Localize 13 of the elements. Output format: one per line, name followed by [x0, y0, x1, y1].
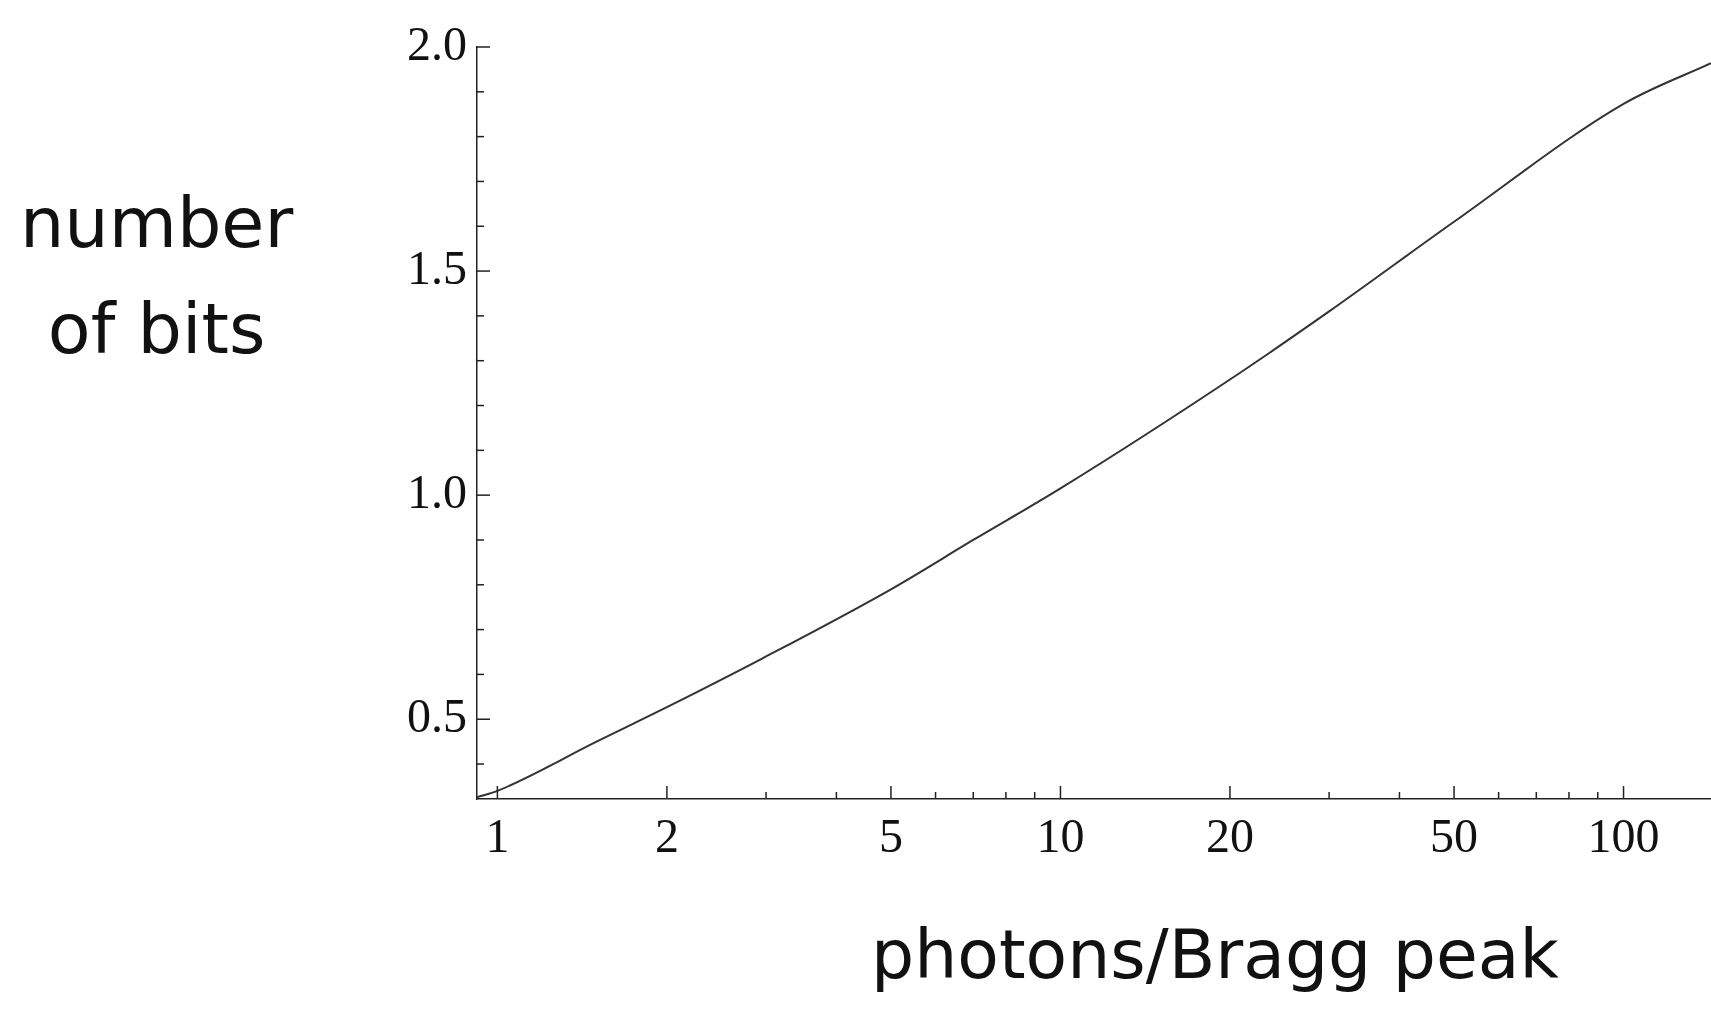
y-tick-label: 2.0 — [407, 16, 467, 70]
x-tick-label: 10 — [1036, 809, 1085, 863]
y-tick-label: 1.0 — [407, 464, 467, 518]
y-axis-title: number of bits — [20, 181, 294, 372]
x-axis-title: photons/Bragg peak — [870, 915, 1560, 994]
x-tick-label: 1 — [485, 809, 510, 863]
y-tick-label: 0.5 — [407, 688, 467, 742]
x-tick-label: 100 — [1587, 809, 1660, 863]
x-tick-label: 50 — [1430, 809, 1479, 863]
x-tick-label: 5 — [878, 809, 903, 863]
x-tick-label: 2 — [654, 809, 679, 863]
x-tick-label: 20 — [1205, 809, 1254, 863]
y-tick-label: 1.5 — [407, 240, 467, 294]
